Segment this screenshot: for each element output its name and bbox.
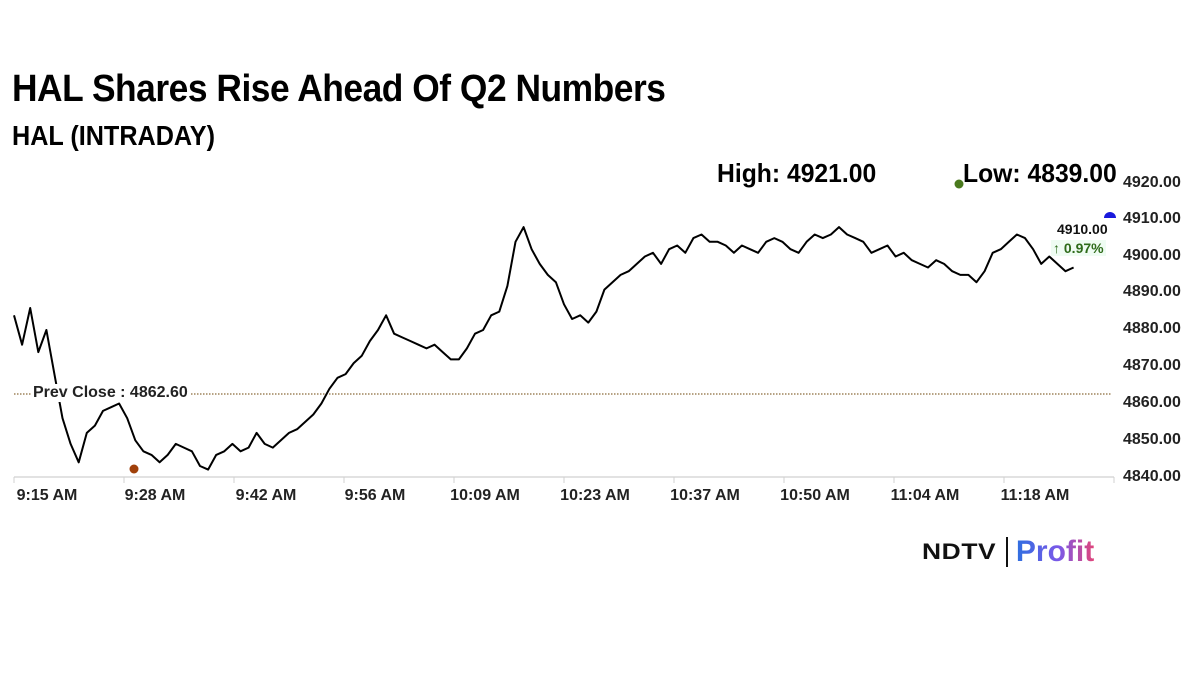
x-tick: 11:04 AM [890,487,960,504]
profit-wordmark: Profit [1015,535,1095,568]
y-tick: 4900.00 [1123,247,1181,264]
x-tick: 11:18 AM [1000,487,1070,504]
x-tick: 10:09 AM [450,487,520,504]
y-tick: 4890.00 [1123,283,1181,300]
y-tick: 4860.00 [1123,394,1181,411]
x-tick: 9:28 AM [124,487,186,504]
ndtv-profit-logo: NDTV Profit [922,535,1094,569]
x-tick: 9:42 AM [235,487,297,504]
high-value-label: High: 4921.00 [717,158,877,188]
logo-divider [1005,537,1008,567]
page-title: HAL Shares Rise Ahead Of Q2 Numbers [12,68,666,110]
y-tick: 4870.00 [1123,357,1181,374]
y-tick: 4880.00 [1123,320,1181,337]
last-price-label: 4910.00 [1057,221,1108,237]
x-tick: 10:23 AM [560,487,630,504]
x-axis-ticks [13,477,1115,483]
chart-subtitle: HAL (INTRADAY) [12,120,216,151]
y-tick: 4840.00 [1123,468,1181,485]
x-tick: 10:50 AM [780,487,850,504]
change-percent-badge: ↑ 0.97% [1051,240,1106,256]
low-marker-icon [129,464,139,474]
x-tick: 10:37 AM [670,487,740,504]
current-price-marker-icon [1104,212,1116,218]
price-line [13,226,1075,471]
x-tick: 9:15 AM [16,487,78,504]
y-tick: 4850.00 [1123,431,1181,448]
ndtv-wordmark: NDTV [922,539,997,564]
x-tick: 9:56 AM [344,487,406,504]
y-tick: 4910.00 [1123,210,1181,227]
high-marker-icon [954,179,964,189]
prev-close-label: Prev Close : 4862.60 [31,384,190,402]
low-value-label: Low: 4839.00 [963,158,1117,188]
y-tick: 4920.00 [1123,174,1181,191]
